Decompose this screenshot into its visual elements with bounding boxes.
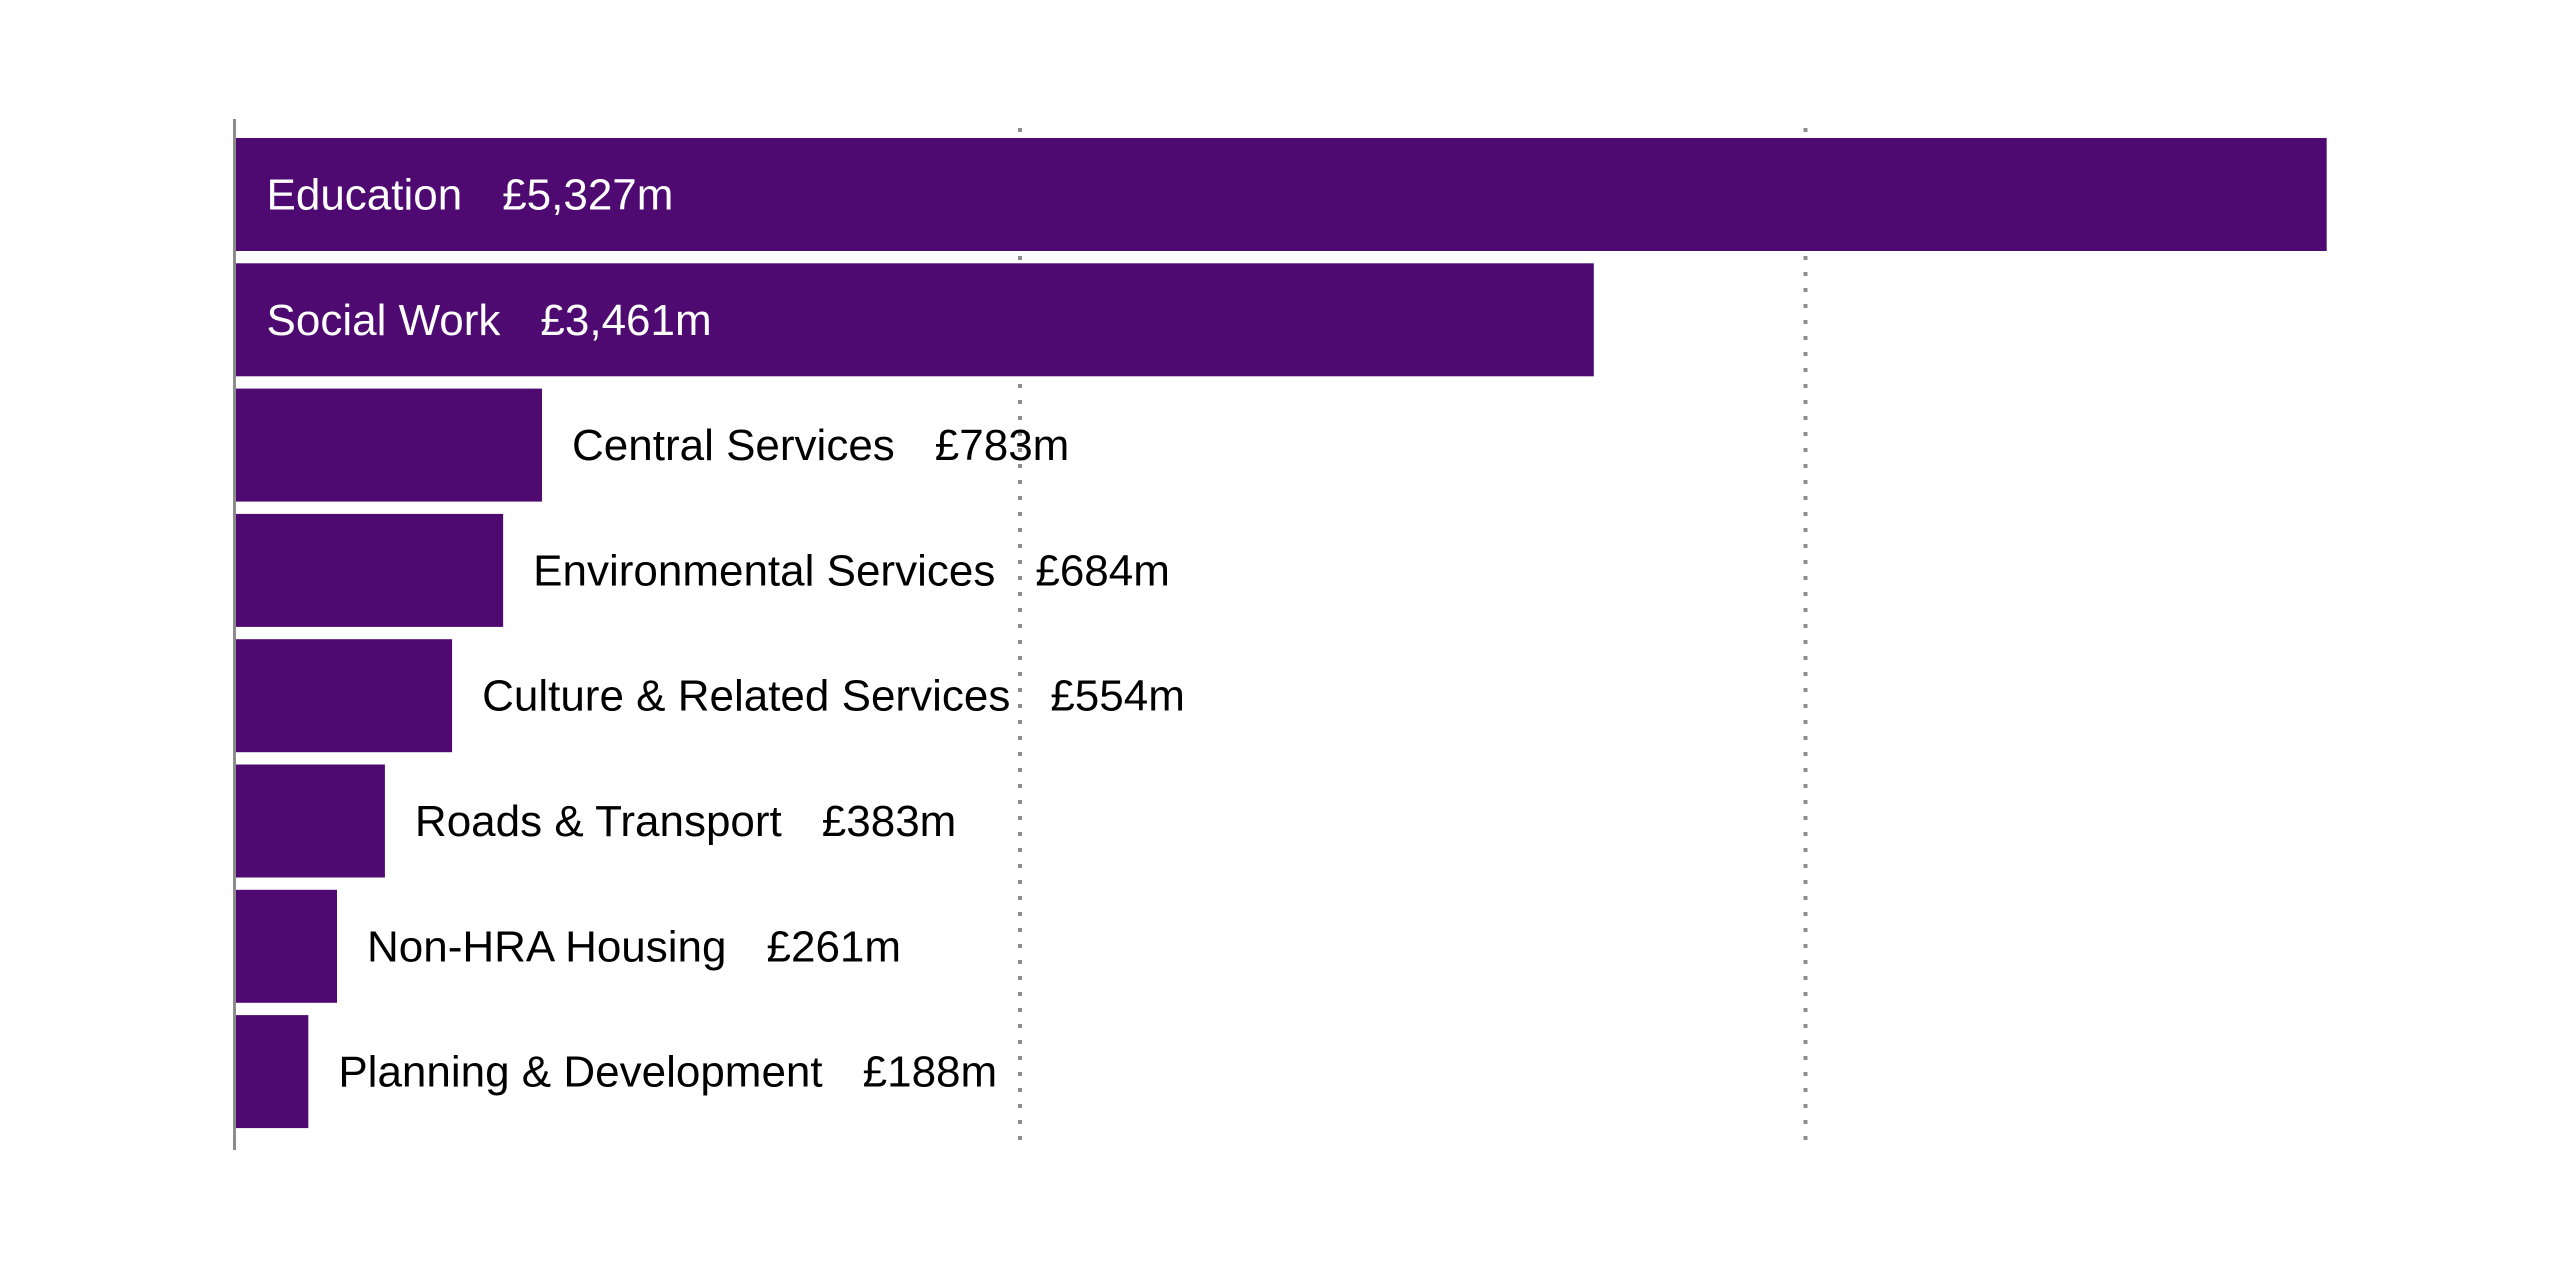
- gridlines: [1018, 128, 1808, 1150]
- bar: [234, 764, 385, 878]
- bar-label: Non-HRA Housing £261m: [367, 922, 901, 971]
- bars: Education £5,327m Social Work £3,461m Centra…: [234, 138, 2327, 1129]
- bar: [234, 388, 543, 502]
- bar-label: Planning & Development £188m: [338, 1048, 997, 1097]
- bar: [234, 263, 1594, 377]
- value-label: £783m: [935, 421, 1070, 470]
- value-label: £554m: [1050, 672, 1185, 721]
- bar-label: Environmental Services £684m: [533, 546, 1170, 595]
- bar: [234, 889, 338, 1003]
- category-label: Environmental Services: [533, 546, 995, 595]
- category-label: Central Services: [572, 421, 895, 470]
- value-label: £3,461m: [540, 296, 711, 345]
- category-label: Social Work: [267, 296, 502, 345]
- bar: [234, 1015, 309, 1129]
- bar-label: Central Services £783m: [572, 421, 1069, 470]
- category-label: Roads & Transport: [415, 797, 782, 846]
- bar: [234, 138, 2327, 251]
- category-label: Planning & Development: [338, 1048, 822, 1097]
- value-label: £261m: [767, 922, 902, 971]
- value-label: £684m: [1035, 546, 1170, 595]
- bar: [234, 513, 504, 627]
- bar: [234, 639, 453, 753]
- bar-label: Culture & Related Services £554m: [482, 672, 1185, 721]
- value-label: £5,327m: [502, 171, 673, 220]
- category-label: Culture & Related Services: [482, 672, 1010, 721]
- bar-label: Social Work £3,461m: [267, 296, 712, 345]
- value-label: £188m: [863, 1048, 998, 1097]
- category-label: Non-HRA Housing: [367, 922, 727, 971]
- value-label: £383m: [822, 797, 957, 846]
- category-label: Education: [267, 171, 463, 220]
- bar-label: Education £5,327m: [267, 171, 674, 220]
- bar-label: Roads & Transport £383m: [415, 797, 956, 846]
